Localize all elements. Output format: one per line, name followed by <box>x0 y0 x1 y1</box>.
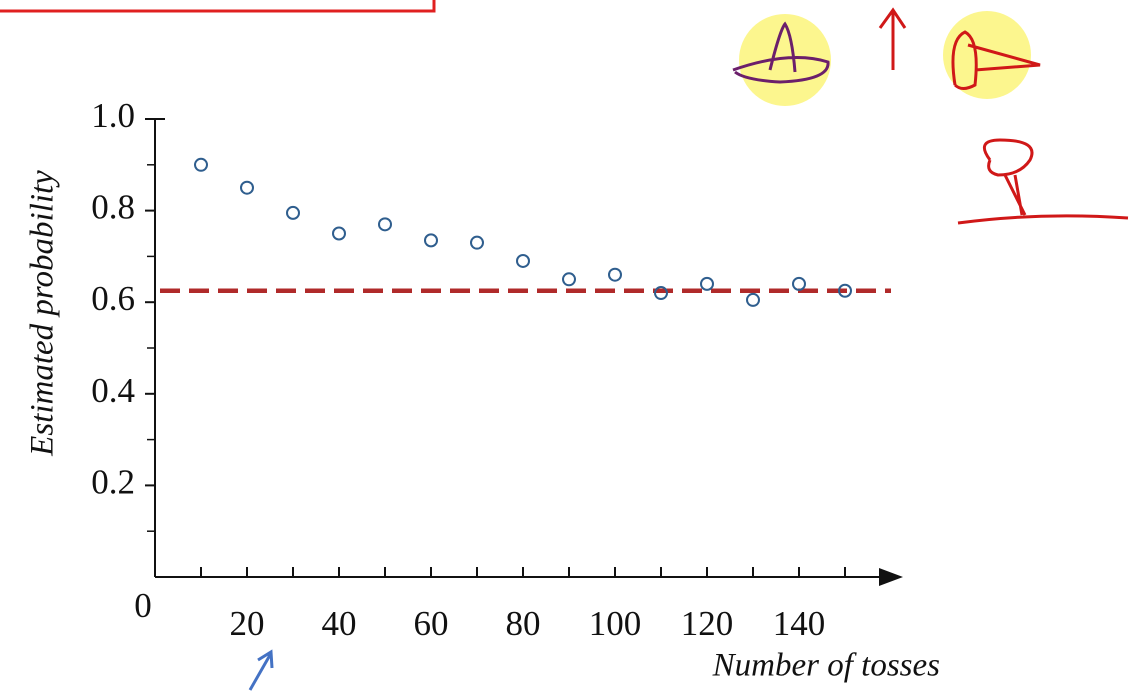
data-point <box>425 234 437 246</box>
x-tick-label: 100 <box>589 604 642 643</box>
sketch-arrow <box>880 10 905 70</box>
x-tick-label: 80 <box>506 604 541 643</box>
data-point <box>793 278 805 290</box>
x-tick-label: 140 <box>773 604 826 643</box>
data-point <box>701 278 713 290</box>
y-axis-title: Estimated probability <box>25 170 61 457</box>
data-point <box>563 273 575 285</box>
x-tick-label: 20 <box>230 604 265 643</box>
data-point <box>241 182 253 194</box>
data-point <box>747 294 759 306</box>
x-axis-arrow <box>879 568 903 586</box>
data-point <box>333 228 345 240</box>
y-tick-label: 0.4 <box>91 371 135 410</box>
x-axis-title: Number of tosses <box>712 648 940 684</box>
page: Estimated probability Number of tosses 0… <box>0 0 1139 692</box>
data-point <box>379 218 391 230</box>
data-point <box>517 255 529 267</box>
chart: Estimated probability Number of tosses 0… <box>0 0 1139 692</box>
x-tick-label: 60 <box>414 604 449 643</box>
y-tick-label: 0.6 <box>91 279 135 318</box>
highlight-box <box>0 0 434 11</box>
y-tick-label: 1.0 <box>91 96 135 135</box>
data-point <box>195 159 207 171</box>
data-point <box>609 269 621 281</box>
x-tick-label: 0 <box>134 586 152 625</box>
x-tick-label: 120 <box>681 604 734 643</box>
sketch <box>958 140 1128 223</box>
x-tick-label: 40 <box>322 604 357 643</box>
pointer-arrow <box>250 652 272 690</box>
annotations <box>0 0 1128 690</box>
y-tick-label: 0.8 <box>91 188 135 227</box>
y-tick-label: 0.2 <box>91 462 135 501</box>
data-point <box>471 237 483 249</box>
data-point <box>287 207 299 219</box>
